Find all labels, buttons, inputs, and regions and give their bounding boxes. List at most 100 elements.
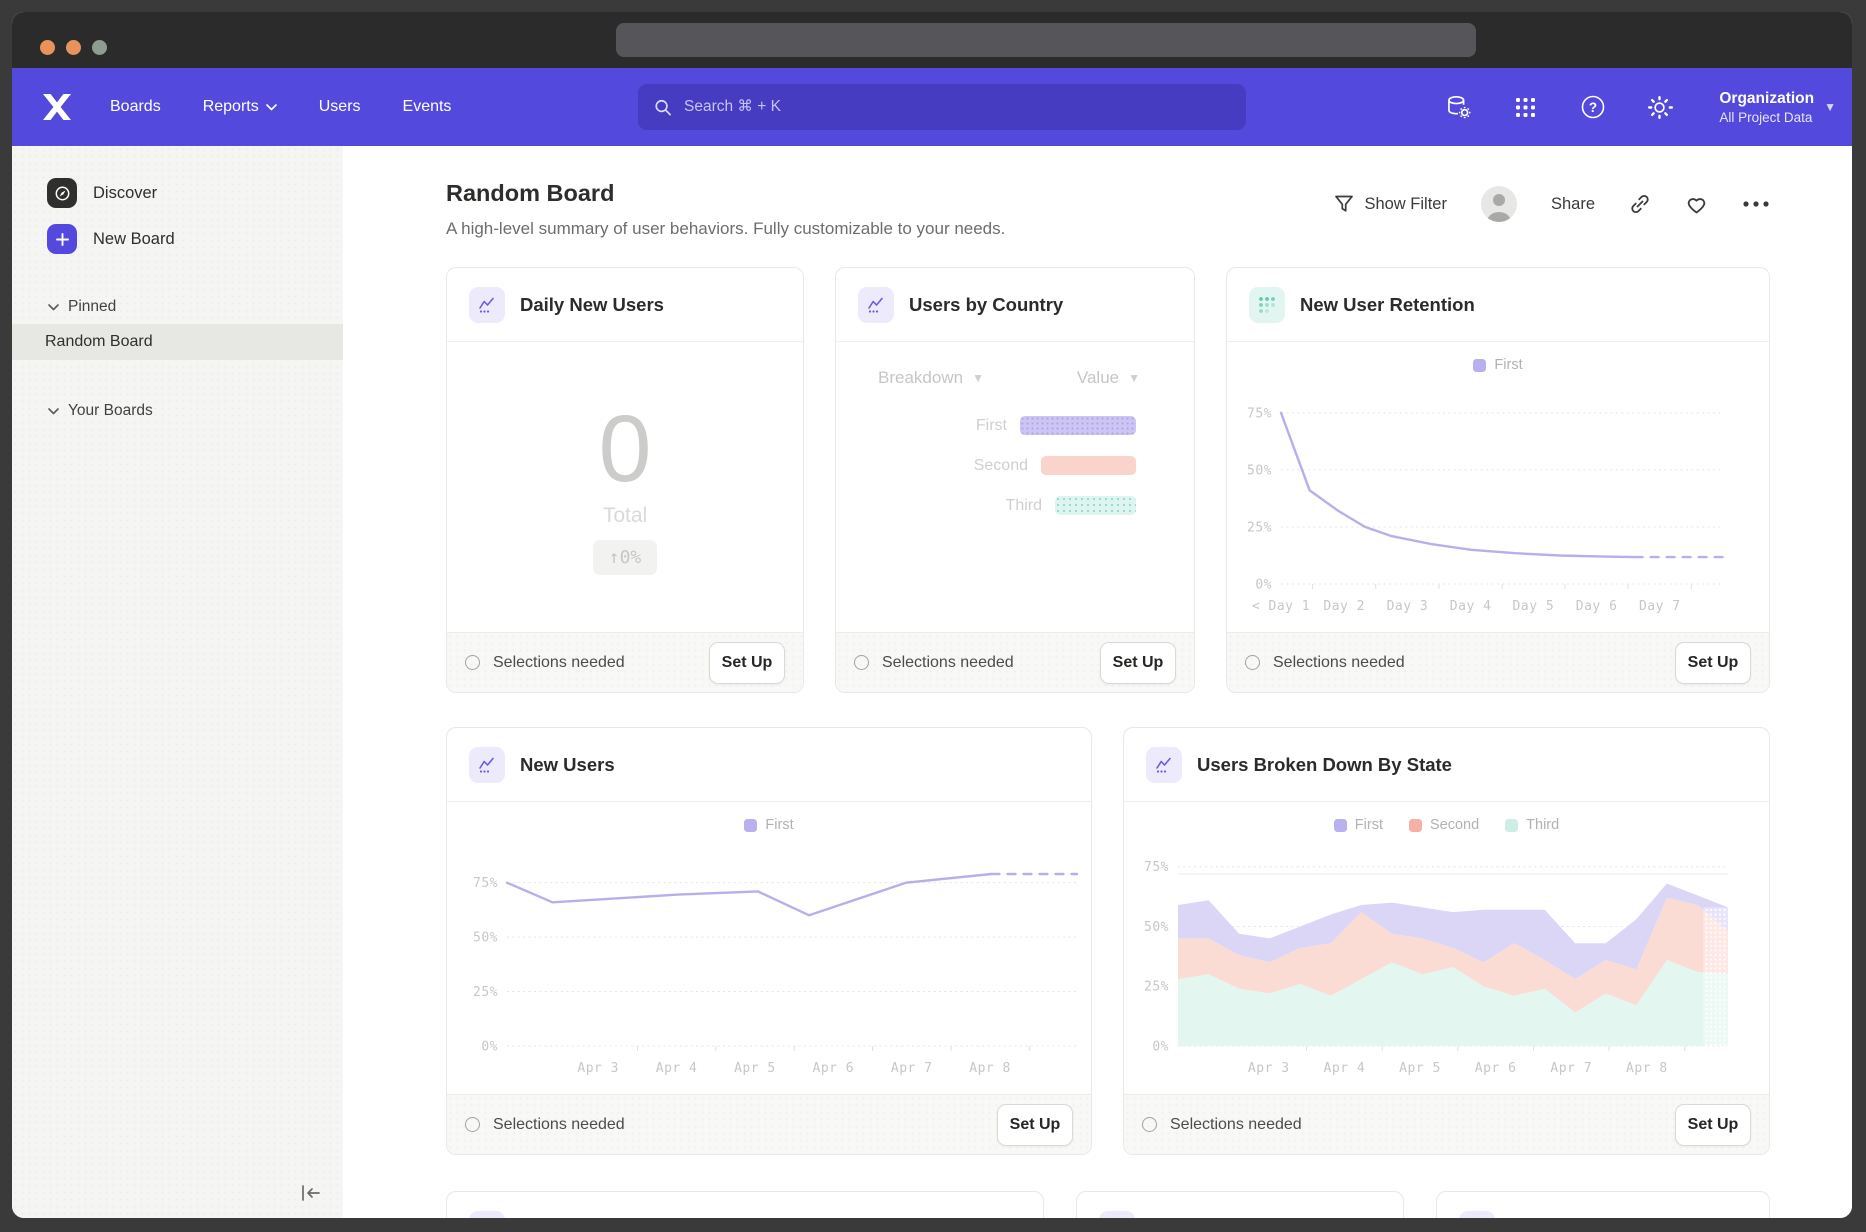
sidebar-section-your-boards[interactable]: Your Boards	[12, 396, 343, 426]
ellipsis-icon	[1742, 200, 1770, 208]
metric-label: Total	[603, 504, 647, 528]
svg-text:Day 3: Day 3	[1387, 599, 1429, 614]
mixpanel-logo-icon[interactable]	[42, 93, 72, 121]
apps-grid-icon[interactable]	[1512, 94, 1539, 121]
card-header: Insights Report	[1077, 1192, 1403, 1218]
svg-text:Apr 3: Apr 3	[577, 1061, 619, 1076]
value-dropdown[interactable]: Value ▼	[1077, 368, 1140, 388]
sidebar-item-new-board[interactable]: New Board	[12, 222, 343, 256]
help-icon[interactable]: ?	[1579, 94, 1606, 121]
favorite-button[interactable]	[1685, 194, 1708, 215]
heart-icon	[1685, 194, 1708, 215]
sidebar-item-random-board[interactable]: Random Board	[12, 324, 343, 360]
card-footer: Selections needed Set Up	[836, 632, 1194, 692]
share-button[interactable]: Share	[1551, 195, 1595, 214]
sidebar-item-discover[interactable]: Discover	[12, 176, 343, 210]
set-up-button[interactable]: Set Up	[1100, 642, 1176, 684]
card-footer: Selections needed Set Up	[447, 1094, 1091, 1154]
chevron-down-icon	[266, 104, 277, 111]
svg-text:Apr 7: Apr 7	[891, 1061, 933, 1076]
org-switcher[interactable]: Organization All Project Data ▼	[1719, 89, 1836, 126]
set-up-button[interactable]: Set Up	[709, 642, 785, 684]
line-chart-icon	[1099, 1211, 1135, 1219]
avatar[interactable]	[1481, 186, 1517, 222]
legend-label: Third	[1526, 817, 1559, 833]
legend-item[interactable]: Third	[1505, 817, 1559, 833]
card-header: Users Broken Down By State	[1124, 728, 1769, 802]
collapse-left-icon	[299, 1183, 323, 1203]
show-filter-button[interactable]: Show Filter	[1334, 194, 1447, 214]
card-title: Active Users	[1510, 1218, 1622, 1219]
caret-down-icon: ▼	[1824, 100, 1836, 114]
svg-text:75%: 75%	[473, 876, 498, 891]
status-text: Selections needed	[493, 1116, 984, 1134]
legend-item[interactable]: First	[1334, 817, 1383, 833]
country-bars: FirstSecondThird	[836, 416, 1194, 515]
card-header: Users by Country	[836, 268, 1194, 342]
legend-label: First	[1355, 817, 1383, 833]
settings-gear-icon[interactable]	[1646, 94, 1673, 121]
org-project: All Project Data	[1719, 109, 1814, 126]
legend-item[interactable]: Second	[1409, 817, 1479, 833]
nav-item-events[interactable]: Events	[403, 98, 452, 116]
card-footer: Selections needed Set Up	[447, 632, 803, 692]
search-icon	[654, 98, 672, 117]
card-title: Stacked Line Graph	[520, 1218, 694, 1219]
chart-legend: First	[447, 802, 1091, 836]
svg-text:Apr 8: Apr 8	[969, 1061, 1011, 1076]
legend-item[interactable]: First	[1473, 357, 1522, 373]
metric-value: 0	[599, 400, 652, 498]
window-close-button[interactable]	[40, 40, 55, 55]
global-search[interactable]	[638, 84, 1246, 130]
svg-text:Apr 3: Apr 3	[1248, 1061, 1290, 1076]
status-circle-icon	[465, 655, 480, 670]
svg-text:25%: 25%	[1144, 980, 1169, 995]
app-window: Boards Reports Users Events	[12, 12, 1852, 1218]
svg-text:50%: 50%	[1247, 463, 1272, 478]
set-up-button[interactable]: Set Up	[1675, 642, 1751, 684]
nav-item-reports[interactable]: Reports	[203, 98, 277, 116]
country-bar-row: Third	[836, 496, 1136, 515]
card-title: New Users	[520, 754, 615, 776]
line-chart-icon	[469, 1211, 505, 1219]
more-options-button[interactable]	[1742, 200, 1770, 208]
breakdown-dropdown[interactable]: Breakdown ▼	[878, 368, 984, 388]
svg-text:Apr 8: Apr 8	[1626, 1061, 1668, 1076]
sidebar-collapse-button[interactable]	[294, 1180, 328, 1206]
funnel-icon	[1334, 194, 1354, 214]
chart-legend: First	[1227, 342, 1769, 376]
svg-text:Day 2: Day 2	[1323, 599, 1365, 614]
window-zoom-button[interactable]	[92, 40, 107, 55]
card-header: Active Users	[1437, 1192, 1769, 1218]
card-insights-report: Insights Report	[1076, 1191, 1404, 1218]
sidebar-item-label: Random Board	[45, 333, 153, 351]
stacked-area-chart: 75%50%25%0%Apr 3Apr 4Apr 5Apr 6Apr 7Apr …	[1124, 836, 1769, 1078]
card-title: Insights Report	[1150, 1218, 1286, 1219]
window-minimize-button[interactable]	[66, 40, 81, 55]
set-up-button[interactable]: Set Up	[997, 1104, 1073, 1146]
set-up-button[interactable]: Set Up	[1675, 1104, 1751, 1146]
copy-link-button[interactable]	[1629, 193, 1651, 215]
legend-item[interactable]: First	[744, 817, 793, 833]
legend-label: First	[1494, 357, 1522, 373]
nav-item-users[interactable]: Users	[319, 98, 361, 116]
section-label: Pinned	[68, 298, 116, 316]
svg-text:Apr 6: Apr 6	[1475, 1061, 1517, 1076]
line-chart-icon	[1146, 747, 1182, 783]
sidebar-section-pinned[interactable]: Pinned	[12, 292, 343, 322]
status-circle-icon	[854, 655, 869, 670]
bar	[1055, 496, 1136, 515]
nav-item-boards[interactable]: Boards	[110, 98, 161, 116]
status-text: Selections needed	[882, 654, 1087, 672]
card-header: Daily New Users	[447, 268, 803, 342]
compass-icon	[47, 178, 77, 208]
browser-address-bar[interactable]	[616, 23, 1476, 57]
retention-grid-icon	[1249, 287, 1285, 323]
caret-down-icon: ▼	[972, 371, 984, 385]
card-active-users: Active Users	[1436, 1191, 1770, 1218]
search-input[interactable]	[684, 98, 1230, 116]
data-management-icon[interactable]	[1445, 94, 1472, 121]
legend-swatch	[1409, 819, 1422, 832]
bar-label: Second	[974, 457, 1028, 475]
svg-text:Apr 7: Apr 7	[1550, 1061, 1592, 1076]
